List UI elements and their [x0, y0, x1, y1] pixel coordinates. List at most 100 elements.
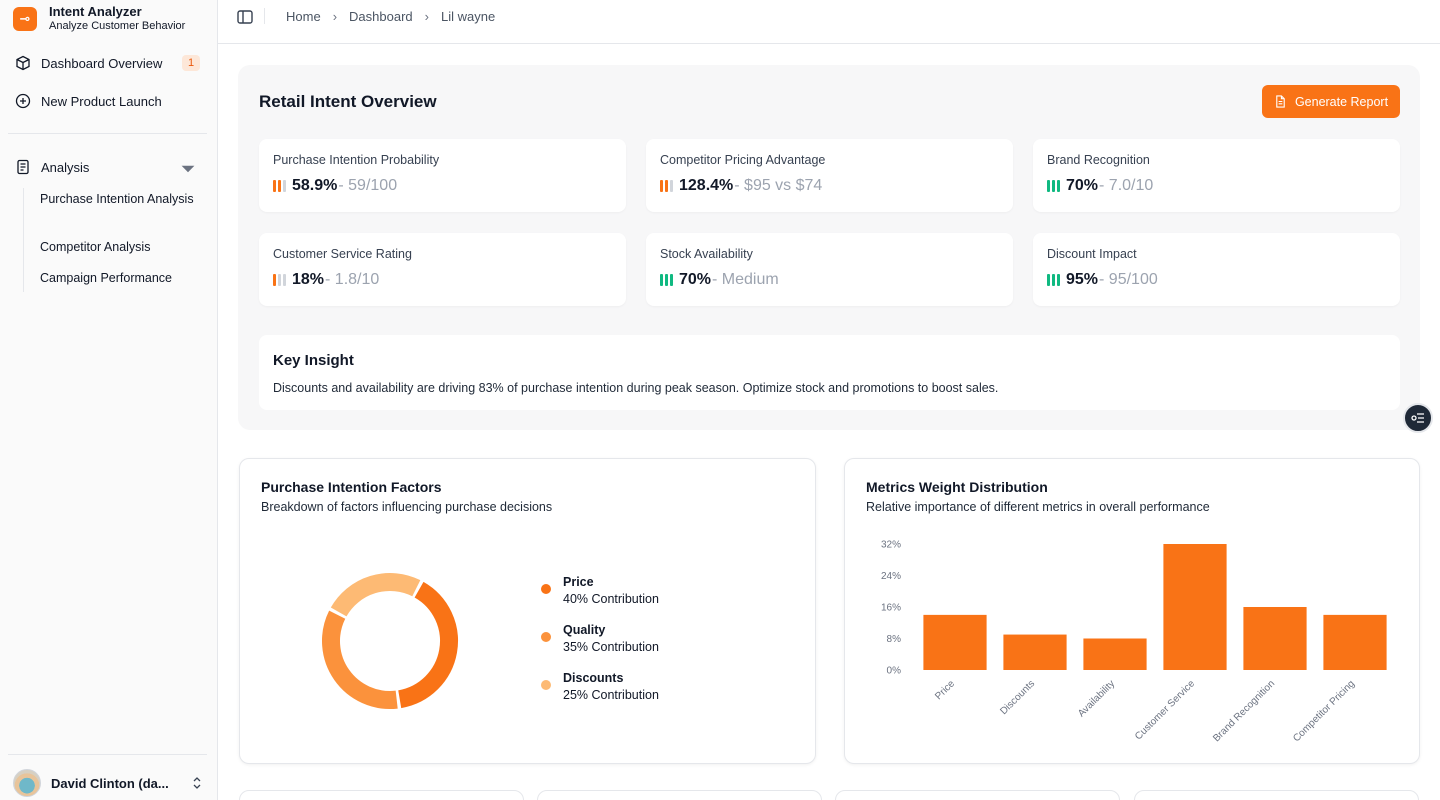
legend-item: Discounts 25% Contribution — [541, 670, 659, 704]
avatar — [13, 769, 41, 797]
level-bars-icon — [660, 274, 673, 286]
card-title: Metrics Weight Distribution — [866, 479, 1048, 495]
metric-card: Discount Impact 95% - 95/100 — [1033, 233, 1400, 306]
summary-card — [1134, 790, 1419, 800]
bar-price[interactable] — [923, 614, 987, 670]
insight-title: Key Insight — [273, 352, 354, 369]
plus-circle-icon — [15, 93, 31, 109]
purchase-intention-factors-card: Purchase Intention Factors Breakdown of … — [239, 458, 816, 764]
app-brand[interactable]: ⊸ Intent Analyzer Analyze Customer Behav… — [8, 3, 208, 35]
breadcrumb-home[interactable]: Home — [286, 9, 321, 24]
app-subtitle: Analyze Customer Behavior — [49, 20, 186, 32]
chevron-down-icon — [181, 165, 195, 173]
sidebar: ⊸ Intent Analyzer Analyze Customer Behav… — [0, 0, 218, 800]
bar-brand-recognition[interactable] — [1243, 607, 1307, 670]
metric-value: 18% — [292, 271, 325, 288]
level-bars-icon — [1047, 180, 1060, 192]
sidebar-subitem-competitor-analysis[interactable]: Competitor Analysis — [40, 240, 151, 254]
submenu-rail — [23, 188, 24, 292]
filter-list-icon — [1411, 413, 1424, 423]
legend-dot — [541, 632, 551, 642]
donut-slice-quality[interactable] — [322, 610, 398, 709]
bar-discounts[interactable] — [1003, 634, 1067, 670]
level-bars-icon — [273, 180, 286, 192]
app-title: Intent Analyzer — [49, 4, 142, 19]
bar-competitor-pricing[interactable] — [1323, 614, 1387, 670]
legend-label: Price — [563, 575, 594, 589]
insight-text: Discounts and availability are driving 8… — [273, 381, 999, 395]
file-icon — [1276, 95, 1285, 108]
metric-card: Competitor Pricing Advantage 128.4% - $9… — [646, 139, 1013, 212]
generate-report-button[interactable]: Generate Report — [1262, 85, 1400, 118]
metrics-weight-card: Metrics Weight Distribution Relative imp… — [844, 458, 1420, 764]
bar-availability[interactable] — [1083, 638, 1147, 671]
legend-value: 35% Contribution — [563, 640, 659, 654]
card-subtitle: Breakdown of factors influencing purchas… — [261, 500, 553, 514]
metric-value: 70% — [679, 271, 712, 288]
x-tick-label: Brand Recognition — [1211, 678, 1277, 744]
chevron-right-icon: › — [332, 9, 338, 24]
metric-value: 58.9% — [292, 177, 338, 194]
summary-card — [239, 790, 524, 800]
x-tick-label: Customer Service — [1133, 678, 1197, 742]
sidebar-subitem-campaign-performance[interactable]: Campaign Performance — [40, 271, 173, 285]
donut-slice-discounts[interactable] — [330, 573, 421, 617]
card-subtitle: Relative importance of different metrics… — [866, 500, 1210, 514]
metric-label: Customer Service Rating — [273, 247, 412, 261]
y-tick-label: 0% — [887, 666, 902, 677]
metric-card: Customer Service Rating 18% - 1.8/10 — [259, 233, 626, 306]
x-tick-label: Discounts — [998, 678, 1037, 717]
y-tick-label: 16% — [881, 603, 901, 614]
key-insight-card: Key Insight Discounts and availability a… — [259, 335, 1400, 410]
summary-card — [537, 790, 822, 800]
legend-dot — [541, 680, 551, 690]
sidebar-footer-divider — [8, 754, 207, 755]
sidebar-group-label: Analysis — [41, 159, 90, 175]
legend-label: Quality — [563, 623, 606, 637]
metric-detail: - 1.8/10 — [325, 271, 380, 288]
breadcrumb-current: Lil wayne — [440, 9, 496, 24]
y-tick-label: 32% — [881, 540, 901, 551]
generate-report-label: Generate Report — [1294, 94, 1389, 109]
legend-value: 40% Contribution — [563, 592, 659, 606]
metric-value: 128.4% — [679, 177, 734, 194]
metric-value: 70% — [1066, 177, 1099, 194]
filter-list-button[interactable] — [1403, 403, 1433, 433]
document-icon — [17, 159, 29, 175]
bar-chart: 0% 8% 16% 24% 32% Price Discounts Availability C… — [881, 540, 1387, 744]
metric-card: Brand Recognition 70% - 7.0/10 — [1033, 139, 1400, 212]
metric-detail: - 59/100 — [338, 177, 398, 194]
user-menu[interactable]: David Clinton (da... — [8, 766, 210, 800]
legend-dot — [541, 584, 551, 594]
legend-value: 25% Contribution — [563, 688, 659, 702]
donut-slice-price[interactable] — [397, 581, 458, 709]
page-title: Retail Intent Overview — [259, 92, 437, 111]
legend-label: Discounts — [563, 671, 624, 685]
x-tick-label: Price — [933, 678, 957, 702]
chevron-right-icon: › — [424, 9, 429, 24]
top-header: Home › Dashboard › Lil wayne — [218, 0, 1440, 44]
level-bars-icon — [273, 274, 286, 286]
metric-label: Brand Recognition — [1047, 153, 1150, 167]
breadcrumb-dashboard[interactable]: Dashboard — [349, 9, 413, 24]
bar-customer-service[interactable] — [1163, 544, 1227, 670]
user-name: David Clinton (da... — [51, 775, 169, 791]
metric-label: Stock Availability — [660, 247, 753, 261]
level-bars-icon — [660, 180, 673, 192]
sidebar-item-dashboard-overview[interactable]: Dashboard Overview 1 — [8, 47, 210, 79]
sidebar-item-new-product-launch[interactable]: New Product Launch — [8, 85, 210, 117]
chevron-up-down-icon — [193, 777, 201, 789]
sidebar-toggle-icon[interactable] — [236, 8, 254, 26]
cube-icon — [16, 55, 30, 71]
metric-detail: - 7.0/10 — [1099, 177, 1154, 194]
metric-card: Stock Availability 70% - Medium — [646, 233, 1013, 306]
sidebar-group-analysis[interactable]: Analysis — [8, 151, 210, 183]
x-tick-label: Competitor Pricing — [1291, 678, 1357, 744]
metric-detail: - $95 vs $74 — [734, 177, 823, 194]
sidebar-item-label: New Product Launch — [41, 93, 162, 109]
sidebar-subitem-purchase-intention[interactable]: Purchase Intention Analysis — [40, 192, 194, 206]
sidebar-divider — [8, 133, 207, 134]
summary-card — [835, 790, 1120, 800]
x-tick-label: Availability — [1076, 678, 1117, 719]
header-divider — [264, 8, 265, 24]
